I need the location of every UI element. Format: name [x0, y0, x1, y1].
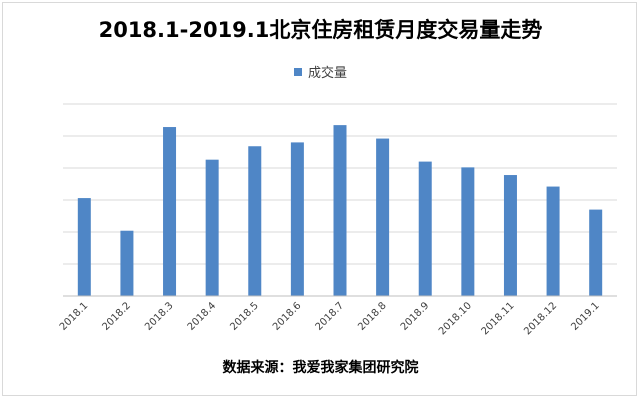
bar-2018.8 — [376, 138, 390, 296]
chart-legend: 成交量 — [0, 62, 641, 81]
bar-2018.11 — [503, 175, 517, 296]
x-tick-labels: 2018.1 2018.2 2018.3 2018.4 2018.5 2018.6 2018… — [58, 300, 602, 337]
bar-2018.9 — [418, 161, 432, 296]
x-tick-label: 2018.1 — [58, 300, 91, 333]
x-tick-label: 2018.6 — [271, 300, 304, 333]
bar-2019.1 — [589, 209, 603, 296]
source-note: 数据来源：我爱我家集团研究院 — [222, 360, 419, 376]
x-tick-label: 2018.7 — [314, 300, 347, 333]
bar-2018.1 — [77, 198, 91, 296]
x-tick-label: 2018.11 — [480, 300, 517, 337]
bar-2018.5 — [248, 146, 262, 296]
x-tick-label: 2018.4 — [186, 300, 219, 333]
bar-2018.6 — [290, 142, 304, 296]
x-tick-label: 2018.10 — [437, 300, 474, 337]
bar-2018.2 — [120, 230, 134, 296]
bar-2018.3 — [163, 127, 177, 296]
chart-frame — [2, 2, 637, 396]
x-tick-label: 2019.1 — [569, 300, 602, 333]
bar-2018.7 — [333, 125, 347, 297]
bar-2018.12 — [546, 186, 560, 296]
x-tick-label: 2018.12 — [522, 300, 559, 337]
bars — [77, 125, 603, 297]
chart-title: 2018.1-2019.1北京住房租赁月度交易量走势 — [98, 18, 543, 42]
x-tick-label: 2018.9 — [399, 300, 432, 333]
x-tick-label: 2018.5 — [228, 300, 261, 333]
legend-swatch — [293, 67, 302, 76]
x-tick-label: 2018.2 — [101, 300, 134, 333]
bar-2018.10 — [461, 167, 475, 296]
x-tick-label: 2018.8 — [356, 300, 389, 333]
bar-2018.4 — [205, 159, 219, 296]
legend-label: 成交量 — [307, 66, 347, 81]
x-tick-label: 2018.3 — [143, 300, 176, 333]
